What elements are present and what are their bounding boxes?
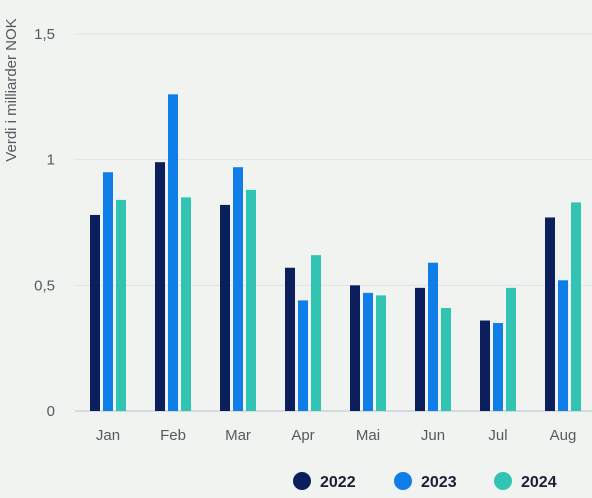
x-tick-label: Jan xyxy=(96,427,120,444)
bar-2022-apr xyxy=(285,267,295,411)
y-tick-label: 0 xyxy=(47,403,55,420)
bar-2022-mar xyxy=(220,204,230,411)
x-tick-label: Mar xyxy=(225,427,251,444)
legend-label: 2023 xyxy=(421,474,457,491)
legend-label: 2024 xyxy=(521,474,557,491)
legend-item-2023[interactable]: 2023 xyxy=(394,472,457,491)
legend-item-2022[interactable]: 2022 xyxy=(293,472,356,491)
y-tick-label: 1 xyxy=(47,152,55,169)
x-tick-label: Jul xyxy=(488,427,507,444)
legend-swatch xyxy=(293,472,311,490)
bar-2023-apr xyxy=(298,300,308,411)
x-axis-ticks: Jan Feb Mar Apr Mai Jun Jul Aug xyxy=(96,427,576,444)
y-axis-ticks: 0 0,5 1 1,5 xyxy=(34,26,55,420)
x-tick-label: Feb xyxy=(160,427,186,444)
bar-2023-mai xyxy=(363,292,373,411)
bar-2022-feb xyxy=(155,162,165,411)
bar-2023-feb xyxy=(168,94,178,411)
bar-2024-mai xyxy=(376,295,386,411)
bar-2023-jul xyxy=(493,323,503,411)
bar-2023-aug xyxy=(558,280,568,411)
bar-2024-feb xyxy=(181,197,191,411)
x-tick-label: Apr xyxy=(291,427,314,444)
bar-2023-jan xyxy=(103,172,113,411)
legend-swatch xyxy=(494,472,512,490)
bar-2024-jul xyxy=(506,287,516,411)
y-tick-label: 0,5 xyxy=(34,277,55,294)
x-tick-label: Mai xyxy=(356,427,380,444)
bars xyxy=(90,94,581,411)
bar-2023-jun xyxy=(428,262,438,411)
bar-2024-aug xyxy=(571,202,581,411)
bar-2024-jan xyxy=(116,199,126,411)
bar-2022-jun xyxy=(415,287,425,411)
legend-label: 2022 xyxy=(320,474,356,491)
y-tick-label: 1,5 xyxy=(34,26,55,43)
x-tick-label: Jun xyxy=(421,427,445,444)
bar-2024-jun xyxy=(441,307,451,411)
legend-item-2024[interactable]: 2024 xyxy=(494,472,557,491)
legend-swatch xyxy=(394,472,412,490)
bar-2022-aug xyxy=(545,217,555,411)
bar-2023-mar xyxy=(233,167,243,411)
bar-2024-apr xyxy=(311,255,321,411)
bar-2022-mai xyxy=(350,285,360,411)
y-axis-title: Verdi i milliarder NOK xyxy=(3,18,20,161)
legend[interactable]: 2022 2023 2024 xyxy=(293,472,557,491)
bar-2022-jul xyxy=(480,320,490,411)
bar-2022-jan xyxy=(90,214,100,411)
x-tick-label: Aug xyxy=(550,427,577,444)
bar-2024-mar xyxy=(246,189,256,411)
